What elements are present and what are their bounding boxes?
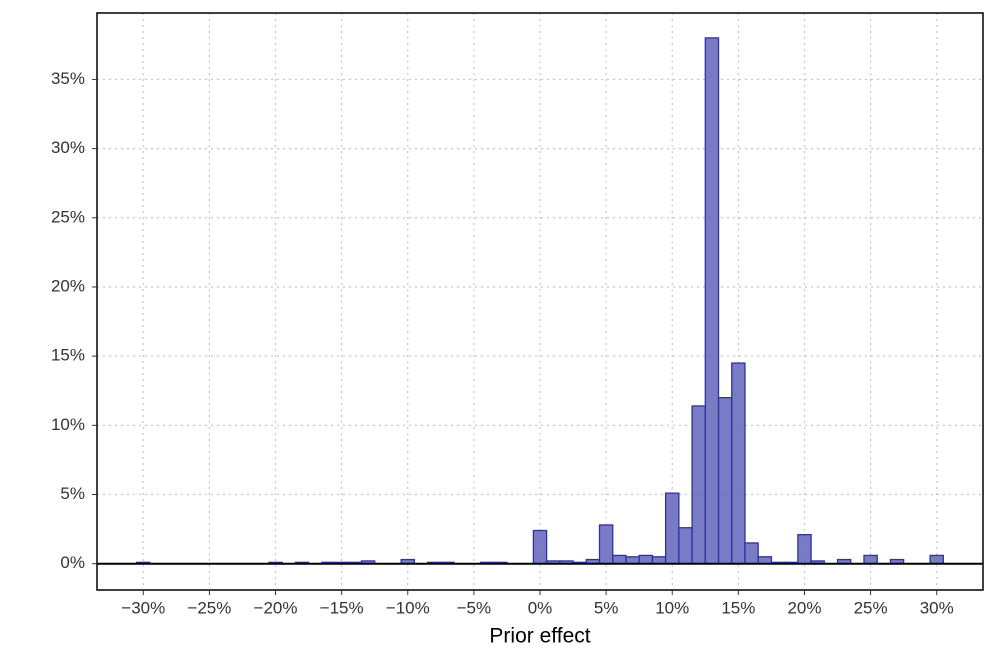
x-tick-label: −30%	[121, 598, 165, 617]
bar	[532, 529, 548, 565]
x-tick-label: 25%	[854, 598, 888, 617]
x-tick-label: 0%	[528, 598, 553, 617]
bar	[744, 542, 759, 565]
bar	[691, 405, 706, 565]
y-tick-label: 30%	[51, 138, 85, 157]
bar	[664, 492, 680, 565]
x-tick-label: 20%	[787, 598, 821, 617]
x-tick-label: −20%	[254, 598, 298, 617]
bar	[678, 527, 693, 565]
bar	[757, 556, 773, 565]
y-tick-label: 20%	[51, 276, 85, 295]
y-tick-label: 5%	[60, 484, 85, 503]
bar	[929, 554, 944, 565]
bar	[731, 362, 746, 565]
x-tick-label: 15%	[721, 598, 755, 617]
x-tick-label: −15%	[320, 598, 364, 617]
bar	[717, 397, 733, 565]
bar	[598, 524, 614, 565]
y-tick-label: 10%	[51, 415, 85, 434]
bar	[797, 534, 812, 565]
y-tick-label: 15%	[51, 346, 85, 365]
bar	[625, 556, 640, 565]
bar	[638, 554, 654, 565]
y-tick-label: 0%	[60, 553, 85, 572]
bar	[704, 37, 720, 565]
x-tick-label: 30%	[920, 598, 954, 617]
bar	[863, 554, 878, 565]
y-tick-label: 25%	[51, 207, 85, 226]
x-tick-label: 5%	[594, 598, 619, 617]
x-tick-label: 10%	[655, 598, 689, 617]
x-axis-label: Prior effect	[489, 625, 590, 648]
x-tick-label: −25%	[187, 598, 231, 617]
x-tick-label: −10%	[386, 598, 430, 617]
bar	[651, 556, 667, 565]
y-tick-label: 35%	[51, 69, 85, 88]
bar	[612, 554, 627, 565]
x-tick-label: −5%	[457, 598, 492, 617]
